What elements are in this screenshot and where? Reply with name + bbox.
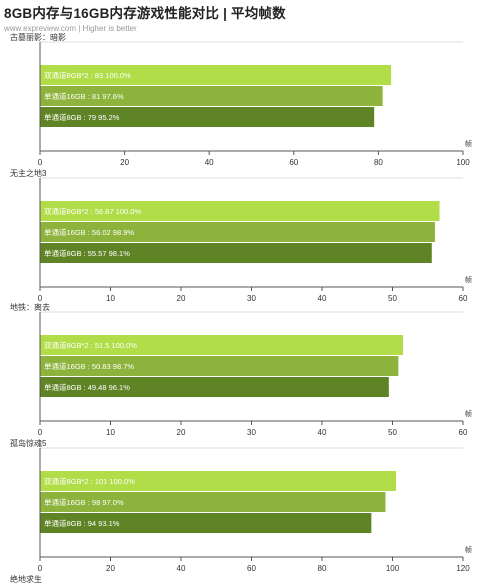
x-tick-label: 0 — [38, 294, 43, 303]
bar-label: 单通道16GB : 98 97.0% — [44, 497, 124, 507]
x-tick-label: 60 — [247, 564, 256, 573]
x-tick-label: 40 — [205, 158, 214, 167]
x-tick-label: 0 — [38, 428, 43, 437]
bar-label: 单通道8GB : 55.57 98.1% — [44, 248, 130, 258]
x-tick-label: 20 — [177, 294, 186, 303]
bar — [40, 222, 435, 242]
bar-label: 单通道16GB : 56.02 98.9% — [44, 227, 134, 237]
bar-label: 单通道8GB : 49.48 96.1% — [44, 382, 130, 392]
bar — [40, 492, 386, 512]
bar-label: 双通道8GB*2 : 83 100.0% — [44, 70, 131, 80]
x-tick-label: 100 — [456, 158, 470, 167]
page-subtitle: www.expreview.com | Higher is better — [4, 24, 137, 33]
x-tick-label: 50 — [388, 294, 397, 303]
bar-label: 双通道8GB*2 : 101 100.0% — [44, 476, 135, 486]
x-tick-label: 80 — [318, 564, 327, 573]
chart-header: 8GB内存与16GB内存游戏性能对比 | 平均帧数 www.expreview.… — [4, 2, 286, 33]
chart-title: 绝地求生 — [10, 574, 42, 584]
bar — [40, 377, 389, 397]
bar — [40, 335, 404, 355]
bar-label: 双通道8GB*2 : 51.5 100.0% — [44, 340, 137, 350]
x-tick-label: 0 — [38, 564, 43, 573]
bar-label: 单通道8GB : 94 93.1% — [44, 518, 120, 528]
x-tick-label: 120 — [456, 564, 470, 573]
bar — [40, 471, 397, 491]
x-tick-label: 20 — [120, 158, 129, 167]
bar — [40, 86, 383, 106]
x-tick-label: 80 — [374, 158, 383, 167]
x-tick-label: 60 — [459, 428, 468, 437]
x-unit-label: 帧 — [465, 409, 472, 418]
bar-label: 单通道16GB : 50.83 98.7% — [44, 361, 134, 371]
bar — [40, 65, 392, 85]
bar — [40, 356, 399, 376]
x-tick-label: 40 — [318, 428, 327, 437]
x-tick-label: 50 — [388, 428, 397, 437]
bar — [40, 201, 440, 221]
chart-title: 无主之地3 — [10, 168, 47, 178]
x-tick-label: 60 — [289, 158, 298, 167]
x-tick-label: 30 — [247, 428, 256, 437]
page-title: 8GB内存与16GB内存游戏性能对比 | 平均帧数 — [4, 6, 286, 21]
chart-title: 孤岛惊魂5 — [10, 438, 47, 448]
x-tick-label: 60 — [459, 294, 468, 303]
x-unit-label: 帧 — [465, 275, 472, 284]
chart-title: 地铁：离去 — [10, 302, 50, 312]
x-tick-label: 10 — [106, 428, 115, 437]
x-tick-label: 10 — [106, 294, 115, 303]
x-unit-label: 帧 — [465, 545, 472, 554]
x-tick-label: 20 — [106, 564, 115, 573]
x-tick-label: 30 — [247, 294, 256, 303]
x-unit-label: 帧 — [465, 139, 472, 148]
bar — [40, 513, 372, 533]
chart-title: 古墓丽影：暗影 — [10, 32, 66, 42]
bar-label: 双通道8GB*2 : 56.67 100.0% — [44, 206, 141, 216]
bar-label: 单通道8GB : 79 95.2% — [44, 112, 120, 122]
x-tick-label: 40 — [318, 294, 327, 303]
bar — [40, 243, 432, 263]
bar-label: 单通道16GB : 81 97.6% — [44, 91, 124, 101]
x-tick-label: 20 — [177, 428, 186, 437]
x-tick-label: 40 — [177, 564, 186, 573]
x-tick-label: 100 — [386, 564, 400, 573]
x-tick-label: 0 — [38, 158, 43, 167]
bar — [40, 107, 375, 127]
